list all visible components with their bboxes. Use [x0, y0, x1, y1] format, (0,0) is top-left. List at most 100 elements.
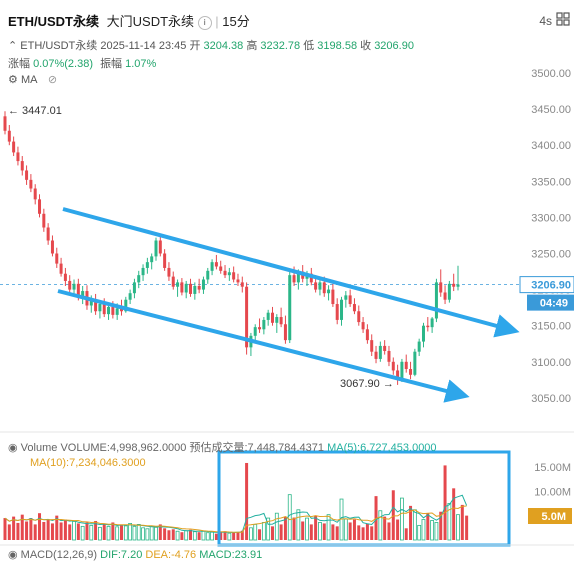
volume-bar — [370, 526, 374, 540]
info-icon[interactable]: i — [197, 15, 212, 30]
volume-bar — [46, 519, 50, 540]
current-price-tag — [519, 276, 574, 294]
volume-value: VOLUME:4,998,962.0000 — [60, 442, 187, 454]
candle-body — [128, 293, 132, 300]
eye-icon[interactable]: ◉ — [8, 549, 18, 561]
candle-body — [275, 317, 279, 323]
candle-body — [189, 283, 193, 294]
volume-info: ◉ Volume VOLUME:4,998,962.0000 预估成交量:7,4… — [8, 439, 437, 455]
title-row[interactable]: ETH/USDT永续 大门USDT永续 i | 15分 — [8, 11, 250, 30]
candle-body — [335, 304, 339, 320]
close-value: 3206.90 — [374, 40, 414, 52]
macd-info: ◉ MACD(12,26,9) DIF:7.20 DEA:-4.76 MACD:… — [8, 548, 262, 561]
volume-bar — [305, 517, 309, 541]
amplitude-value: 1.07% — [125, 58, 157, 70]
candle-body — [249, 335, 253, 348]
candle-body — [404, 361, 408, 370]
volume-bar — [245, 462, 249, 540]
volume-bar — [3, 518, 7, 540]
current-price-text: 3206.90 — [531, 280, 571, 292]
volume-bar — [279, 524, 283, 540]
volume-bar — [89, 524, 94, 541]
volume-bar — [443, 465, 447, 540]
open-value: 3204.38 — [203, 40, 244, 52]
volume-current-tag — [528, 508, 572, 524]
volume-tick: 10.00M — [534, 486, 571, 498]
candle-body — [171, 276, 175, 287]
candle-body — [206, 270, 210, 280]
candle-body — [68, 280, 72, 290]
candle-body — [201, 279, 205, 290]
candle-body — [305, 273, 309, 279]
ma-indicator[interactable]: ⚙ MA ⊘ — [8, 73, 57, 86]
candle-body — [240, 282, 244, 287]
chevron-up-icon[interactable]: ⌃ — [8, 40, 18, 52]
volume-bar — [192, 531, 197, 541]
eye-off-icon[interactable]: ⊘ — [47, 74, 58, 86]
volume-bar — [76, 523, 80, 540]
volume-bar — [149, 525, 154, 541]
volume-bar — [348, 522, 352, 540]
countdown-tag — [527, 294, 574, 311]
candle-body — [180, 282, 184, 293]
volume-bar — [227, 532, 232, 541]
candle-body — [421, 325, 425, 342]
volume-bar — [102, 524, 106, 540]
volume-bar — [214, 533, 218, 540]
price-tick: 3250.00 — [531, 249, 571, 261]
volume-bar — [72, 521, 76, 541]
candle-body — [318, 282, 322, 290]
volume-bar — [426, 513, 430, 540]
volume-bar — [387, 522, 391, 540]
candle-body — [331, 289, 335, 305]
volume-bar — [270, 526, 274, 540]
change-label: 涨幅 — [8, 58, 30, 70]
candle-body — [361, 322, 365, 330]
candle-body — [145, 262, 149, 268]
macd-dif: DIF:7.20 — [100, 549, 143, 561]
macd-label: MACD(12,26,9) — [20, 549, 98, 561]
volume-bar — [154, 526, 158, 541]
candle-body — [3, 116, 7, 131]
eye-icon[interactable]: ◉ — [8, 442, 18, 454]
candle-body — [132, 282, 136, 294]
settings-icon[interactable]: ⚙ — [8, 74, 18, 86]
volume-bar — [167, 530, 171, 540]
symbol-title[interactable]: ETH/USDT永续 — [8, 14, 100, 29]
volume-bar — [119, 524, 123, 540]
volume-bar — [352, 519, 356, 540]
layout-grid-icon[interactable] — [556, 12, 570, 26]
candle-body — [314, 282, 318, 290]
candle-body — [85, 291, 89, 306]
volume-bar — [197, 532, 201, 540]
candle-body — [344, 295, 348, 300]
candle-body — [322, 282, 326, 294]
volume-bar — [456, 514, 460, 541]
candle-body — [400, 361, 404, 380]
candle-body — [430, 318, 434, 328]
candle-body — [210, 262, 214, 271]
ma-label: MA — [20, 74, 37, 86]
volume-ma10: MA(10):7,234,046.3000 — [30, 457, 146, 469]
volume-bar — [339, 498, 344, 541]
candle-body — [232, 272, 236, 280]
candle-body — [456, 284, 460, 287]
macd-value: MACD:23.91 — [199, 549, 263, 561]
volume-bar — [29, 518, 33, 540]
candle-body — [266, 312, 270, 320]
volume-bar — [314, 515, 318, 540]
volume-bar — [180, 532, 184, 540]
price-tick: 3450.00 — [531, 104, 571, 116]
volume-bar — [343, 518, 348, 541]
candle-body — [176, 282, 180, 287]
volume-bar — [25, 521, 29, 540]
candle-body — [7, 130, 11, 142]
volume-bar — [63, 519, 67, 540]
candle-body — [184, 283, 188, 293]
refresh-label[interactable]: 4s — [539, 14, 552, 28]
volume-bar — [132, 525, 137, 541]
interval-selector[interactable]: 15分 — [222, 14, 250, 29]
candle-body — [279, 317, 283, 325]
info-datetime: 2025-11-14 23:45 — [100, 40, 187, 52]
